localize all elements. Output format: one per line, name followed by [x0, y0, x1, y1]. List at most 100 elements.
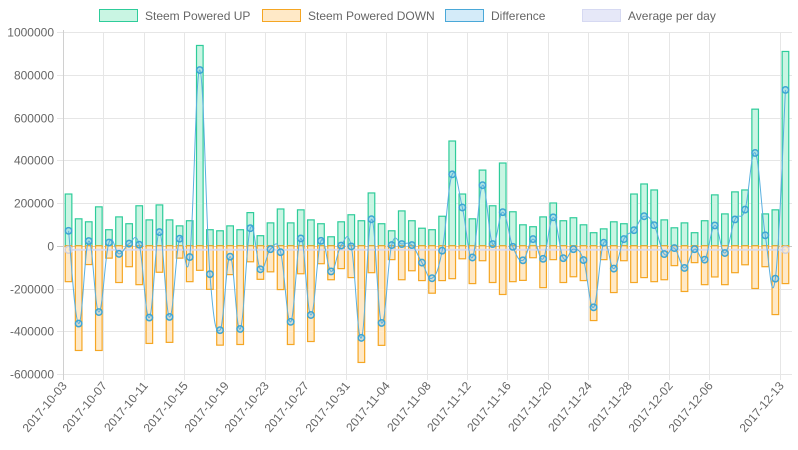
bar-powered-down [377, 245, 386, 346]
difference-point [418, 258, 426, 267]
bar-powered-up [327, 236, 335, 247]
difference-point [529, 235, 537, 244]
bar-powered-up [94, 206, 103, 247]
difference-point [569, 245, 578, 254]
bar-powered-up [559, 220, 568, 247]
difference-point [579, 256, 588, 265]
series-powered-down [64, 245, 790, 364]
bar-powered-down [94, 245, 103, 352]
difference-point [306, 311, 315, 319]
bar-powered-up [115, 216, 123, 247]
bar-powered-up [670, 227, 679, 247]
difference-point [599, 238, 608, 247]
legend-item[interactable]: Difference [445, 9, 546, 23]
bar-powered-up [256, 235, 265, 247]
difference-point [619, 235, 628, 244]
legend-label: Steem Powered UP [145, 9, 250, 23]
difference-point [327, 267, 336, 276]
bar-powered-down [306, 245, 315, 343]
bar-powered-down [145, 245, 154, 345]
x-axis: 2017-10-032017-10-072017-10-112017-10-15… [20, 379, 787, 435]
difference-point [155, 228, 164, 237]
x-tick-label: 2017-12-13 [737, 379, 787, 435]
difference-point [700, 255, 709, 264]
bar-powered-up [74, 218, 83, 247]
series-powered-up [64, 44, 790, 247]
bar-powered-down [428, 245, 436, 294]
bar-powered-down [650, 245, 659, 283]
difference-point [377, 318, 386, 327]
bar-powered-up [549, 202, 558, 247]
legend-item[interactable]: Steem Powered DOWN [262, 9, 435, 23]
difference-point [771, 274, 780, 283]
difference-point [397, 240, 406, 248]
difference-point [104, 238, 113, 247]
bar-powered-up [448, 140, 457, 247]
difference-point [741, 205, 750, 214]
difference-point [428, 274, 436, 283]
bar-powered-down [367, 245, 376, 274]
bar-powered-up [751, 108, 760, 247]
bar-powered-up [771, 209, 780, 247]
difference-point [660, 250, 669, 259]
legend-item[interactable]: Average per day [582, 9, 716, 23]
bar-powered-down [700, 245, 709, 286]
difference-point [518, 256, 527, 265]
difference-point [458, 203, 467, 212]
difference-point [751, 149, 760, 157]
bar-powered-up [468, 218, 477, 247]
difference-point [448, 170, 457, 179]
difference-point [276, 248, 285, 257]
bar-powered-up [660, 219, 669, 247]
difference-point [266, 245, 275, 254]
y-tick-label: 1000000 [7, 26, 54, 40]
bar-powered-down [640, 245, 648, 279]
legend-item[interactable]: Steem Powered UP [99, 9, 251, 23]
bar-powered-up [720, 213, 729, 247]
difference-point [165, 312, 174, 321]
bar-powered-down [549, 245, 558, 261]
y-tick-label: -600000 [10, 368, 54, 382]
difference-point [407, 241, 416, 250]
legend-swatch [262, 9, 301, 22]
difference-point [185, 253, 194, 262]
difference-point [175, 234, 184, 243]
difference-point [226, 252, 235, 261]
difference-point [650, 221, 659, 230]
bar-powered-down [458, 245, 467, 260]
bar-powered-up [609, 221, 618, 247]
difference-point [478, 181, 487, 190]
difference-point [205, 270, 214, 279]
bar-powered-up [488, 205, 497, 247]
difference-point [115, 249, 123, 258]
legend-label: Difference [491, 9, 546, 23]
difference-point [609, 264, 618, 273]
difference-point [256, 265, 265, 274]
bar-powered-up [236, 229, 245, 247]
difference-point [367, 215, 376, 224]
legend-swatch [582, 9, 621, 22]
bar-powered-down [195, 245, 204, 271]
bar-powered-up [589, 232, 598, 247]
y-tick-label: 600000 [14, 112, 54, 126]
bar-powered-up [266, 222, 275, 247]
y-tick-label: -200000 [10, 283, 54, 297]
bar-powered-up [64, 193, 73, 247]
difference-point [74, 319, 83, 328]
bar-powered-up [569, 217, 578, 247]
bar-powered-down [589, 245, 598, 322]
bar-powered-down [125, 245, 134, 268]
bar-powered-up [145, 219, 154, 247]
difference-point [125, 239, 134, 248]
bar-powered-up [135, 205, 144, 247]
legend-label: Steem Powered DOWN [308, 9, 435, 23]
bar-powered-down [488, 245, 497, 284]
y-tick-label: -400000 [10, 325, 54, 339]
bar-powered-up [216, 230, 224, 247]
difference-point [731, 215, 739, 224]
bar-powered-down [286, 245, 295, 346]
bar-powered-down [751, 245, 760, 290]
difference-point [246, 224, 255, 233]
bar-powered-down [236, 245, 245, 346]
difference-point [135, 240, 144, 249]
